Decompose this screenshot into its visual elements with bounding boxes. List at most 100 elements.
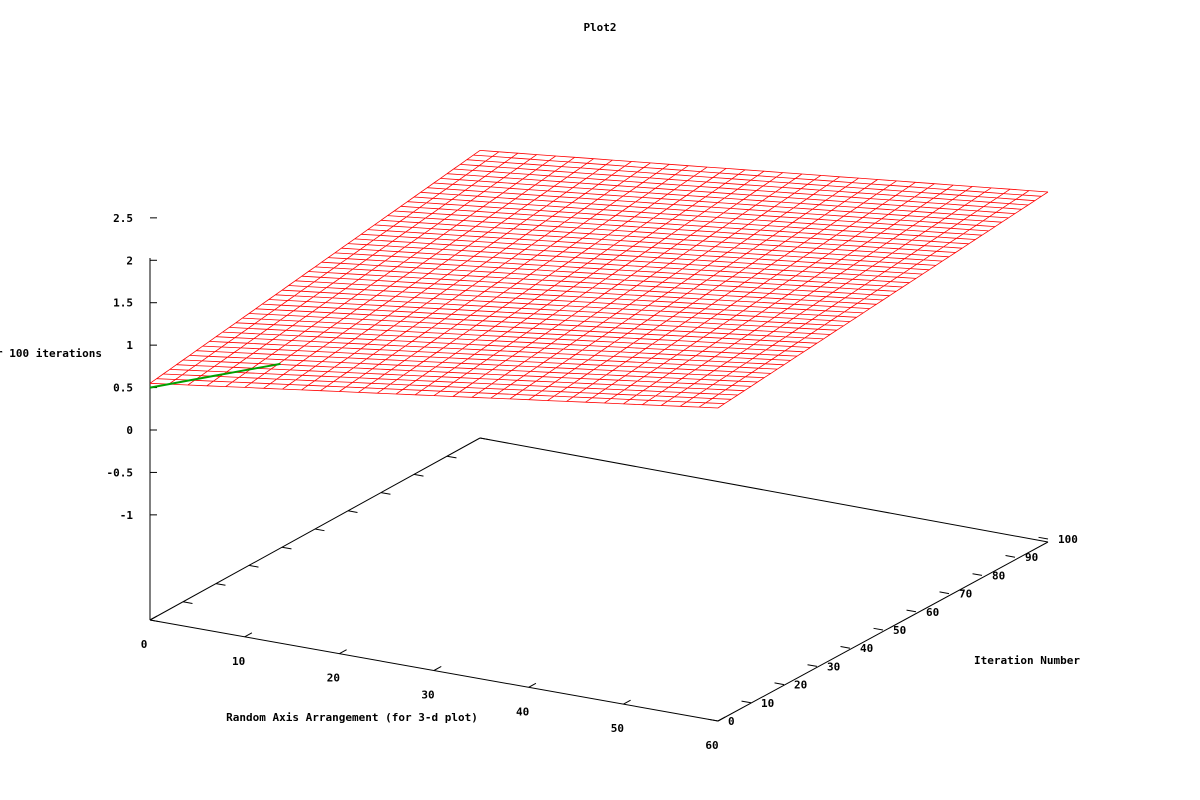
y-tick-label: 10 (761, 697, 774, 710)
x-tick-label: 30 (421, 689, 434, 702)
y-tick-mark (873, 627, 884, 631)
y-tick-mark (380, 492, 391, 495)
surface-line (490, 175, 822, 399)
base-plane (149, 437, 1049, 722)
x-tick-label: 20 (327, 672, 340, 685)
y-tick-mark (972, 573, 983, 576)
y-tick-mark (347, 510, 358, 513)
surface-line (623, 184, 954, 405)
surface-line (339, 163, 670, 392)
y-tick-label: 30 (827, 660, 840, 673)
z-tick-label: -0.5 (107, 466, 134, 479)
z-tick-label: 0.5 (113, 382, 133, 395)
surface-line (225, 155, 556, 387)
surface-line (660, 187, 992, 406)
surface-line (358, 165, 689, 393)
z-tick-label: -1 (120, 509, 134, 522)
y-tick-mark (281, 546, 292, 550)
y-tick-mark (708, 718, 719, 722)
x-tick-label: 50 (611, 722, 624, 735)
y-axis-ticks: 0 10 20 30 40 50 60 70 80 90 100 (149, 437, 1078, 728)
x-axis-label: Random Axis Arrangement (for 3-d plot) (226, 711, 478, 724)
y-axis-right-edge (717, 541, 1049, 722)
y-tick-mark (1038, 536, 1049, 540)
y-tick-mark (446, 455, 457, 459)
y-tick-mark (807, 664, 818, 667)
y-tick-label: 70 (959, 588, 972, 601)
y-tick-label: 60 (926, 606, 939, 619)
surface-line (244, 156, 575, 388)
y-tick-label: 0 (728, 715, 735, 728)
surface-line (263, 158, 594, 389)
surface-line (187, 152, 519, 386)
y-tick-label: 90 (1025, 551, 1038, 564)
surface-line (452, 172, 784, 397)
x-tick-mark (717, 716, 726, 722)
y-tick-mark (774, 682, 785, 686)
y-tick-mark (215, 583, 226, 586)
x-tick-mark (244, 632, 253, 638)
surface-line (471, 173, 803, 398)
y-tick-mark (1005, 555, 1016, 558)
surface-line (509, 176, 840, 400)
x-tick-mark (528, 682, 537, 688)
surface-line (149, 382, 719, 409)
surface-line (698, 190, 1030, 408)
z-tick-label: 1.5 (113, 297, 133, 310)
z-tick-label: 2.5 (113, 212, 133, 225)
surface-line (168, 151, 500, 385)
y-tick-label: 40 (860, 642, 873, 655)
surface-line (301, 161, 632, 391)
z-axis: 2.5 2 1.5 1 0.5 0 -0.5 -1 (107, 212, 157, 620)
z-tick-label: 2 (126, 254, 133, 267)
y-tick-label: 100 (1058, 533, 1078, 546)
surface-line (679, 188, 1011, 407)
surface-line (566, 180, 897, 402)
surface-line (376, 166, 708, 394)
surface-line (547, 179, 878, 401)
y-tick-mark (149, 619, 160, 623)
surface-line (320, 162, 651, 392)
y-tick-mark (479, 437, 490, 441)
y-tick-mark (182, 601, 193, 604)
surface-line (206, 154, 538, 387)
x-tick-mark (339, 649, 347, 655)
y-tick-mark (840, 646, 851, 649)
z-tick-label: 1 (126, 339, 133, 352)
surface-line (395, 168, 727, 395)
y-tick-mark (906, 609, 917, 613)
y-axis-label: Iteration Number (974, 654, 1080, 667)
z-axis-label: r 100 iterations (0, 347, 102, 360)
surface-underside (149, 362, 281, 389)
x-tick-mark (149, 615, 158, 621)
surface-line (282, 159, 613, 390)
x-tick-label: 40 (516, 705, 529, 718)
y-tick-mark (314, 528, 325, 532)
y-tick-mark (939, 591, 950, 595)
x-axis-ticks: 0 10 20 30 40 50 60 (141, 615, 726, 752)
surface-line (528, 177, 859, 401)
surface-line (149, 150, 481, 384)
x-tick-mark (623, 699, 631, 705)
x-tick-label: 0 (141, 638, 148, 651)
x-tick-label: 60 (705, 739, 718, 752)
y-tick-mark (413, 473, 424, 477)
y-tick-label: 50 (893, 624, 906, 637)
y-tick-mark (741, 700, 752, 704)
z-axis-ticks: 2.5 2 1.5 1 0.5 0 -0.5 -1 (107, 212, 157, 522)
surface-line (414, 169, 746, 396)
z-tick-label: 0 (126, 424, 133, 437)
x-tick-mark (433, 666, 442, 671)
surface-line (585, 181, 916, 403)
y-tick-label: 80 (992, 569, 1005, 582)
chart-title: Plot2 (583, 21, 616, 34)
x-tick-label: 10 (232, 655, 245, 668)
surface-line (604, 183, 935, 404)
surface-line (433, 170, 765, 396)
surface-mesh (149, 150, 1049, 409)
back-edge (479, 437, 1049, 543)
y-tick-label: 20 (794, 679, 807, 692)
surface-line (642, 186, 973, 406)
y-tick-mark (248, 564, 259, 568)
